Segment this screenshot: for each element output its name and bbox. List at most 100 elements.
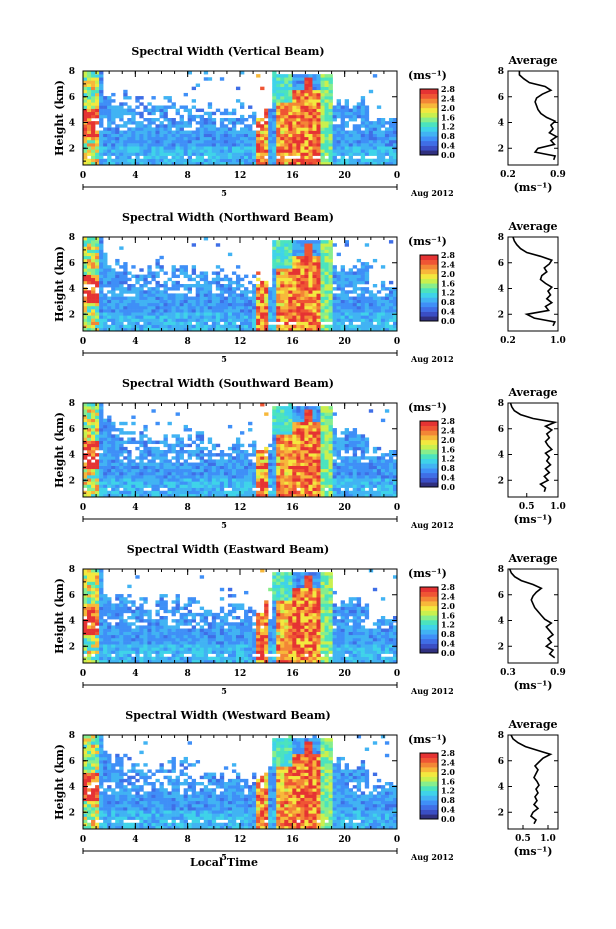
heatmap-cell [360, 124, 366, 128]
heatmap-cell [235, 475, 241, 479]
colorbar-tick-label: 2.8 [441, 250, 455, 260]
heatmap-cell [179, 437, 184, 441]
heatmap-cell [207, 139, 213, 144]
heatmap-cell [300, 478, 305, 482]
heatmap-cell [360, 456, 366, 460]
heatmap-cell [175, 437, 180, 441]
heatmap-cell [115, 287, 120, 291]
heatmap-cell [368, 265, 374, 269]
date-tick-label: 5 [221, 188, 227, 198]
heatmap-cell [272, 284, 277, 288]
heatmap-cell [304, 80, 309, 84]
heatmap-cell [159, 149, 164, 153]
heatmap-cell [336, 443, 341, 448]
heatmap-cell [388, 143, 394, 147]
heatmap-cell [324, 409, 329, 413]
heatmap-cell [308, 305, 313, 310]
heatmap-cell [292, 243, 297, 247]
heatmap-cell [187, 462, 192, 466]
heatmap-cell [388, 139, 394, 144]
heatmap-cell [207, 280, 213, 285]
heatmap-cell [312, 89, 317, 94]
heatmap-cell [276, 284, 281, 288]
heatmap-cell [231, 136, 237, 141]
heatmap-cell [103, 475, 108, 479]
heatmap-cell [364, 478, 370, 482]
heatmap-cell [284, 252, 289, 257]
heatmap-cell [87, 434, 92, 438]
heatmap-cell [368, 89, 374, 94]
heatmap-cell [296, 327, 301, 332]
heatmap-cell [99, 149, 104, 153]
heatmap-cell [127, 302, 132, 307]
heatmap-cell [356, 258, 362, 263]
heatmap-cell [119, 130, 124, 134]
heatmap-cell [308, 468, 313, 473]
heatmap-cell [360, 462, 366, 466]
heatmap-cell [316, 111, 321, 116]
heatmap-cell [280, 255, 285, 260]
colorbar-segment [420, 288, 438, 294]
heatmap-cell [324, 293, 329, 297]
heatmap-cell [191, 296, 197, 300]
heatmap-cell [372, 327, 378, 332]
heatmap-cell [300, 468, 305, 473]
heatmap-cell [163, 146, 168, 150]
heatmap-cell [368, 296, 374, 300]
heatmap-cell [131, 309, 136, 313]
heatmap-cell [268, 471, 273, 476]
heatmap-cell [280, 324, 285, 329]
heatmap-cell [316, 143, 321, 147]
heatmap-cell [183, 305, 188, 310]
heatmap-cell [143, 324, 148, 329]
heatmap-cell [83, 437, 88, 441]
heatmap-cell [99, 89, 104, 94]
heatmap-cell [288, 102, 293, 106]
heatmap-cell [340, 481, 345, 485]
heatmap-cell [227, 481, 233, 485]
heatmap-cell [235, 130, 241, 134]
heatmap-cell [135, 302, 140, 307]
heatmap-cell [87, 490, 92, 495]
heatmap-cell [135, 481, 140, 485]
heatmap-cell [316, 118, 321, 122]
heatmap-cell [328, 284, 333, 288]
heatmap-cell [240, 456, 245, 460]
heatmap-cell [284, 277, 289, 282]
heatmap-cell [348, 118, 354, 122]
heatmap-cell [328, 255, 333, 260]
heatmap-cell [107, 114, 112, 119]
heatmap-cell [119, 312, 124, 316]
heatmap-cell [211, 124, 217, 128]
heatmap-cell [300, 121, 305, 125]
heatmap-cell [348, 459, 354, 463]
heatmap-cell [392, 471, 398, 476]
heatmap-cell [123, 102, 128, 106]
heatmap-cell [292, 114, 297, 119]
heatmap-cell [360, 487, 366, 492]
heatmap-cell [252, 440, 257, 445]
heatmap-cell [151, 490, 156, 495]
heatmap-cell [284, 124, 289, 128]
heatmap-cell [312, 77, 317, 81]
heatmap-cell [288, 315, 293, 319]
heatmap-cell [219, 146, 225, 150]
heatmap-cell [304, 437, 309, 441]
heatmap-cell [147, 302, 152, 307]
heatmap-cell [119, 274, 124, 279]
heatmap-cell [199, 299, 205, 304]
heatmap-cell [179, 284, 184, 288]
heatmap-cell [131, 146, 136, 150]
heatmap-cell [111, 440, 116, 445]
heatmap-cell [328, 268, 333, 272]
heatmap-cell [316, 465, 321, 470]
heatmap-cell [380, 324, 386, 329]
heatmap-cell [384, 493, 390, 498]
heatmap-cell [163, 133, 168, 138]
heatmap-cell [103, 481, 108, 485]
heatmap-cell [83, 127, 88, 131]
heatmap-cell [203, 71, 209, 75]
heatmap-cell [296, 149, 301, 153]
heatmap-cell [380, 471, 386, 476]
heatmap-cell [207, 133, 213, 138]
